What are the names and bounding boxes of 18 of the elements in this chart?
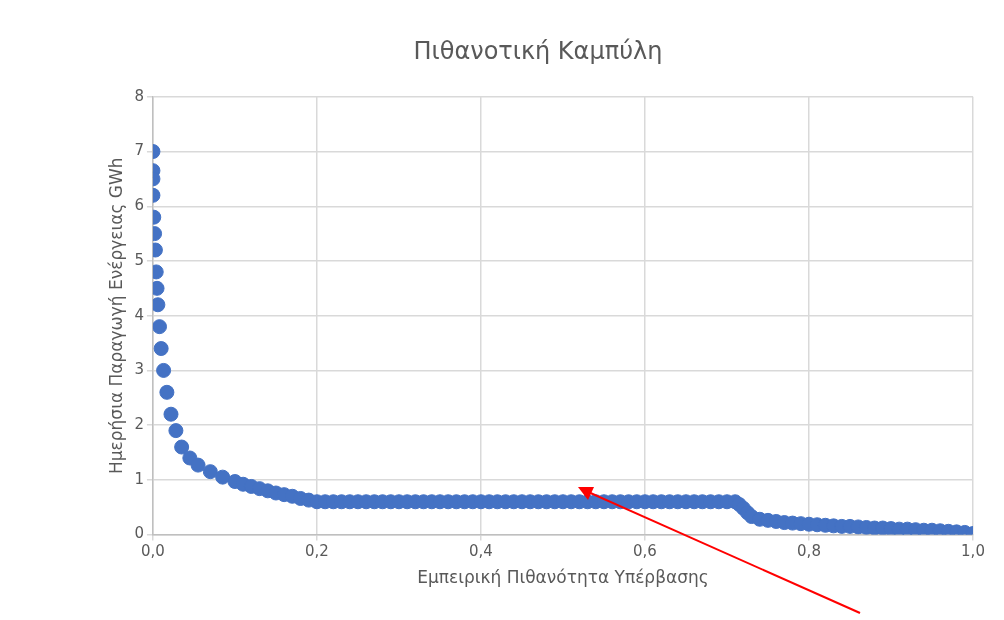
y-tick-label: 5 [134, 250, 144, 269]
x-tick-label: 1,0 [961, 542, 985, 561]
x-tick-label: 0,4 [469, 542, 493, 561]
y-tick-label: 8 [134, 86, 144, 105]
x-tick-label: 0,0 [141, 542, 165, 561]
x-tick-label: 0,8 [797, 542, 821, 561]
y-axis-title: Ημερήσια Παραγωγή Ενέργειας GWh [105, 157, 126, 474]
x-tick-label: 0,2 [305, 542, 329, 561]
y-tick-label: 3 [134, 360, 144, 379]
y-tick-label: 0 [134, 524, 144, 543]
y-tick-label: 7 [134, 141, 144, 160]
y-tick-label: 1 [134, 469, 144, 488]
x-axis-title: Εμπειρική Πιθανότητα Υπέρβασης [417, 567, 709, 588]
y-tick-label: 4 [134, 305, 144, 324]
chart-title: Πιθανοτική Καμπύλη [413, 36, 663, 65]
y-tick-label: 6 [134, 196, 144, 215]
x-tick-label: 0,6 [633, 542, 657, 561]
y-tick-label: 2 [134, 415, 144, 434]
